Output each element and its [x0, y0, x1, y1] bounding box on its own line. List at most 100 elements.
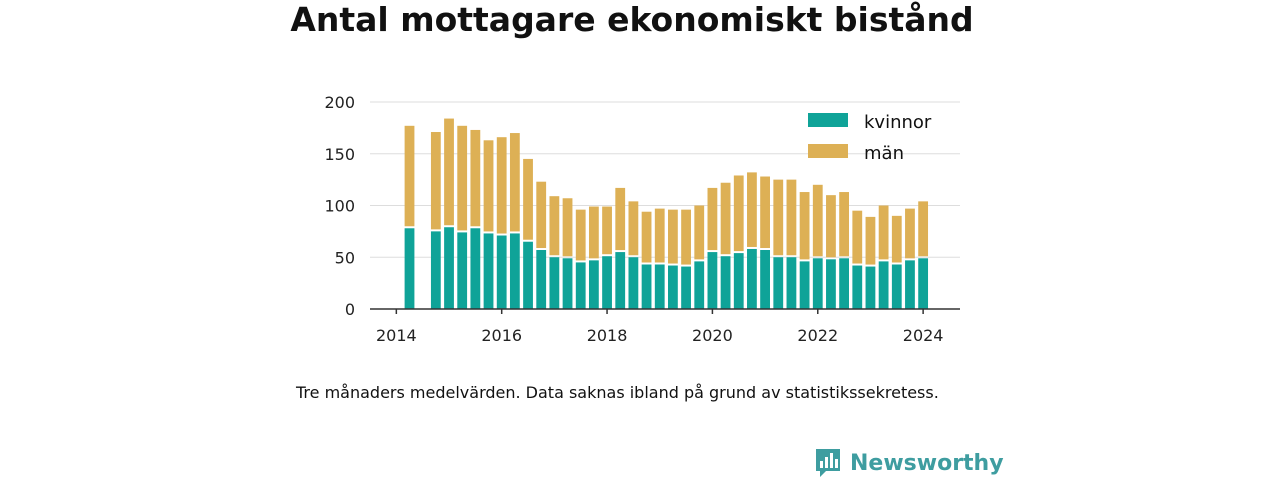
bar-kvinnor — [839, 258, 850, 309]
bar-man — [628, 201, 639, 256]
bar-man — [747, 172, 757, 247]
bar-kvinnor — [588, 260, 599, 309]
bar-man — [694, 205, 705, 260]
bar-man — [536, 181, 547, 249]
x-tick-label: 2024 — [903, 326, 944, 345]
bar-man — [641, 211, 652, 263]
legend-swatch-kvinnor — [808, 113, 848, 127]
bar-kvinnor — [826, 259, 836, 309]
bar-kvinnor — [430, 231, 441, 309]
bar-man — [773, 179, 784, 256]
y-tick-label: 50 — [335, 248, 355, 267]
brand-name: Newsworthy — [850, 450, 1004, 476]
bar-kvinnor — [628, 257, 639, 309]
bar-kvinnor — [720, 256, 731, 309]
bar-kvinnor — [760, 250, 770, 309]
bar-kvinnor — [457, 232, 468, 309]
bar-kvinnor — [470, 228, 481, 309]
bar-man — [404, 125, 415, 227]
bar-man — [457, 125, 468, 231]
bar-man — [918, 201, 929, 257]
chart-note: Tre månaders medelvärden. Data saknas ib… — [296, 383, 939, 402]
bar-kvinnor — [496, 235, 507, 309]
bar-kvinnor — [509, 233, 520, 309]
bar-kvinnor — [602, 256, 612, 309]
bar-man — [891, 215, 902, 263]
x-tick-label: 2014 — [376, 326, 417, 345]
bar-man — [588, 206, 599, 259]
bar-kvinnor — [444, 227, 454, 309]
bar-man — [470, 129, 481, 227]
bar-man — [839, 192, 850, 257]
bar-man — [707, 187, 718, 251]
bar-man — [496, 137, 507, 234]
bar-kvinnor — [615, 252, 626, 309]
bar-kvinnor — [694, 261, 705, 309]
x-tick-label: 2016 — [481, 326, 522, 345]
bar-kvinnor — [404, 228, 415, 309]
bar-kvinnor — [733, 253, 744, 309]
y-tick-label: 150 — [324, 145, 355, 164]
bar-kvinnor — [523, 241, 533, 309]
brand: Newsworthy — [814, 446, 1004, 480]
bars — [404, 118, 929, 309]
bar-kvinnor — [707, 252, 718, 309]
bar-kvinnor — [747, 248, 757, 309]
bar-kvinnor — [812, 258, 823, 309]
bar-man — [654, 208, 665, 263]
bar-man — [549, 196, 560, 256]
bar-man — [575, 209, 586, 261]
bar-kvinnor — [536, 250, 547, 309]
chart-title: Antal mottagare ekonomiskt bistånd — [290, 0, 974, 39]
newsworthy-logo-icon — [816, 449, 840, 477]
bar-kvinnor — [641, 264, 652, 309]
bar-man — [733, 175, 744, 252]
bar-man — [562, 198, 573, 257]
bar-kvinnor — [562, 258, 573, 309]
bar-man — [509, 133, 520, 232]
bar-kvinnor — [918, 258, 929, 309]
bar-man — [668, 209, 678, 264]
bar-kvinnor — [654, 264, 665, 309]
bar-kvinnor — [668, 265, 678, 309]
bar-man — [720, 182, 731, 255]
x-tick-label: 2018 — [587, 326, 628, 345]
bar-man — [852, 210, 863, 264]
bar-man — [799, 192, 810, 260]
bar-kvinnor — [681, 266, 691, 309]
x-tick-label: 2022 — [797, 326, 838, 345]
bar-man — [523, 158, 533, 240]
bar-man — [826, 195, 836, 258]
bar-man — [430, 132, 441, 230]
bar-kvinnor — [905, 260, 915, 309]
bar-man — [760, 176, 770, 249]
y-tick-label: 100 — [324, 197, 355, 216]
bar-kvinnor — [799, 261, 810, 309]
bar-kvinnor — [773, 257, 784, 309]
bar-man — [444, 118, 454, 226]
bar-man — [681, 209, 691, 265]
bar-kvinnor — [786, 257, 797, 309]
bar-man — [878, 205, 889, 260]
bar-man — [905, 208, 915, 259]
bar-kvinnor — [891, 264, 902, 309]
bar-man — [602, 206, 612, 255]
legend: kvinnor män — [808, 112, 932, 164]
y-tick-label: 200 — [324, 93, 355, 112]
bar-man — [786, 179, 797, 256]
axes: 0 50 100 150 200 2014 2016 2018 2020 2022 2024 — [324, 93, 960, 345]
bar-kvinnor — [483, 233, 494, 309]
bar-kvinnor — [575, 262, 586, 309]
legend-swatch-man — [808, 144, 848, 158]
bar-man — [615, 187, 626, 251]
bar-man — [812, 184, 823, 257]
bar-kvinnor — [878, 261, 889, 309]
x-tick-label: 2020 — [692, 326, 733, 345]
y-tick-label: 0 — [345, 300, 355, 319]
bar-kvinnor — [852, 265, 863, 309]
bar-man — [865, 216, 876, 265]
bar-kvinnor — [549, 257, 560, 309]
bar-kvinnor — [865, 266, 876, 309]
legend-label-man: män — [864, 143, 904, 164]
